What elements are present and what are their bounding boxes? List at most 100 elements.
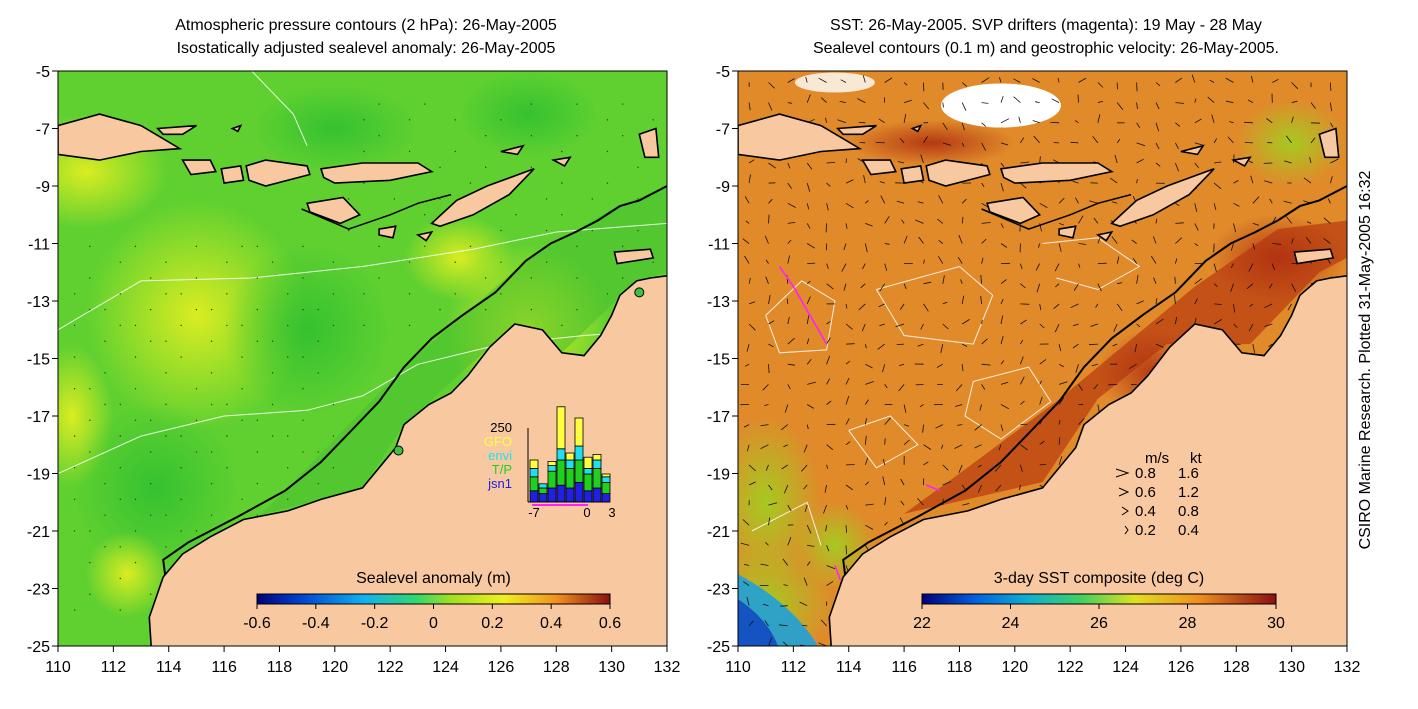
land-island bbox=[500, 144, 525, 156]
velocity-arrow bbox=[843, 283, 847, 291]
stipple-dot bbox=[119, 609, 121, 611]
velocity-arrow bbox=[937, 218, 944, 224]
velocity-arrow bbox=[1230, 263, 1234, 268]
velocity-arrow bbox=[1097, 114, 1101, 123]
stipple-dot bbox=[150, 482, 152, 485]
velocity-arrow bbox=[998, 444, 1002, 451]
velocity-arrow bbox=[899, 303, 905, 310]
inset-bar-segment bbox=[592, 467, 602, 489]
velocity-arrow bbox=[1000, 223, 1004, 229]
velocity-key-ms-value: 0.4 bbox=[1135, 503, 1156, 520]
colorbar-tick-label: -0.6 bbox=[243, 615, 271, 632]
inset-bar-segment bbox=[574, 445, 584, 461]
velocity-arrow bbox=[1291, 116, 1294, 123]
stipple-dot bbox=[241, 245, 243, 248]
velocity-arrow bbox=[1018, 116, 1021, 123]
velocity-arrow bbox=[1020, 423, 1028, 425]
velocity-arrow bbox=[961, 142, 965, 147]
velocity-arrow bbox=[1020, 356, 1024, 365]
velocity-arrow bbox=[864, 435, 867, 445]
y-tick-label: -15 bbox=[27, 352, 50, 369]
velocity-arrow bbox=[865, 363, 873, 369]
velocity-arrow bbox=[1058, 437, 1061, 445]
velocity-arrow bbox=[1113, 323, 1118, 332]
stipple-dot bbox=[317, 340, 319, 342]
velocity-arrow bbox=[1194, 142, 1204, 146]
velocity-arrow bbox=[861, 323, 866, 332]
land-island bbox=[1293, 248, 1335, 265]
velocity-arrow bbox=[768, 517, 771, 526]
velocity-arrow bbox=[826, 400, 832, 405]
velocity-arrow bbox=[806, 525, 812, 534]
stipple-dot bbox=[378, 103, 380, 105]
velocity-arrow bbox=[1020, 400, 1025, 405]
velocity-arrow bbox=[980, 295, 982, 304]
x-tick-label: 126 bbox=[488, 659, 515, 676]
velocity-arrow bbox=[1112, 343, 1118, 347]
x-tick-label: 114 bbox=[836, 659, 862, 676]
velocity-arrow bbox=[1248, 160, 1254, 164]
velocity-arrow bbox=[942, 323, 949, 330]
velocity-arrow bbox=[1284, 160, 1292, 164]
stipple-dot bbox=[134, 530, 137, 532]
velocity-arrow bbox=[864, 243, 868, 253]
stipple-dot bbox=[484, 277, 487, 279]
velocity-arrow bbox=[806, 315, 810, 325]
y-tick-label: -5 bbox=[716, 64, 730, 81]
stipple-dot bbox=[73, 467, 76, 469]
velocity-arrow bbox=[826, 545, 830, 552]
stipple-dot bbox=[302, 308, 304, 311]
velocity-arrow bbox=[845, 545, 847, 555]
velocity-arrow bbox=[1058, 344, 1062, 351]
velocity-arrow bbox=[936, 363, 943, 368]
colorbar-tick-label: 0.4 bbox=[540, 615, 562, 632]
velocity-arrow bbox=[1131, 239, 1137, 244]
stipple-dot bbox=[210, 372, 213, 374]
velocity-arrow bbox=[1057, 78, 1060, 83]
velocity-arrow bbox=[787, 162, 791, 169]
velocity-arrow bbox=[1078, 263, 1081, 268]
velocity-arrow bbox=[1250, 175, 1254, 184]
velocity-arrow bbox=[961, 319, 970, 325]
velocity-arrow bbox=[742, 519, 750, 526]
velocity-arrow bbox=[1330, 158, 1339, 164]
velocity-arrow bbox=[942, 122, 948, 131]
velocity-arrow bbox=[977, 464, 982, 468]
stipple-dot bbox=[150, 308, 152, 311]
right-title-line2: Sealevel contours (0.1 m) and geostrophi… bbox=[812, 40, 1279, 57]
stipple-dot bbox=[165, 435, 167, 437]
velocity-arrow bbox=[1058, 363, 1064, 368]
velocity-arrow bbox=[863, 175, 866, 184]
stipple-dot bbox=[332, 435, 335, 437]
velocity-arrow bbox=[826, 162, 836, 164]
velocity-arrow bbox=[977, 484, 982, 493]
stipple-dot bbox=[256, 340, 259, 342]
stipple-dot bbox=[332, 324, 335, 327]
velocity-arrow bbox=[923, 461, 929, 466]
velocity-arrow bbox=[1000, 162, 1005, 168]
velocity-arrow bbox=[1213, 263, 1217, 272]
inset-bar-segment bbox=[601, 493, 611, 503]
velocity-arrow bbox=[845, 525, 847, 533]
velocity-arrow bbox=[1116, 256, 1120, 264]
velocity-arrow bbox=[960, 279, 963, 284]
velocity-arrow bbox=[826, 283, 834, 290]
stipple-dot bbox=[287, 498, 289, 501]
velocity-arrow bbox=[762, 603, 769, 607]
velocity-arrow bbox=[742, 238, 750, 244]
stipple-dot bbox=[104, 308, 106, 311]
drifter-track bbox=[925, 484, 941, 492]
velocity-arrow bbox=[1155, 102, 1160, 110]
velocity-arrow bbox=[825, 117, 827, 123]
velocity-arrow bbox=[981, 142, 986, 151]
velocity-key-ms-value: 0.6 bbox=[1135, 484, 1156, 501]
velocity-arrow bbox=[1078, 215, 1084, 224]
land-island bbox=[986, 196, 1042, 225]
stipple-dot bbox=[104, 482, 106, 485]
velocity-arrow bbox=[899, 363, 905, 366]
stipple-dot bbox=[256, 419, 259, 422]
stipple-dot bbox=[545, 261, 548, 263]
velocity-arrow bbox=[760, 424, 769, 427]
stipple-dot bbox=[119, 324, 121, 327]
velocity-arrow bbox=[1213, 138, 1218, 144]
